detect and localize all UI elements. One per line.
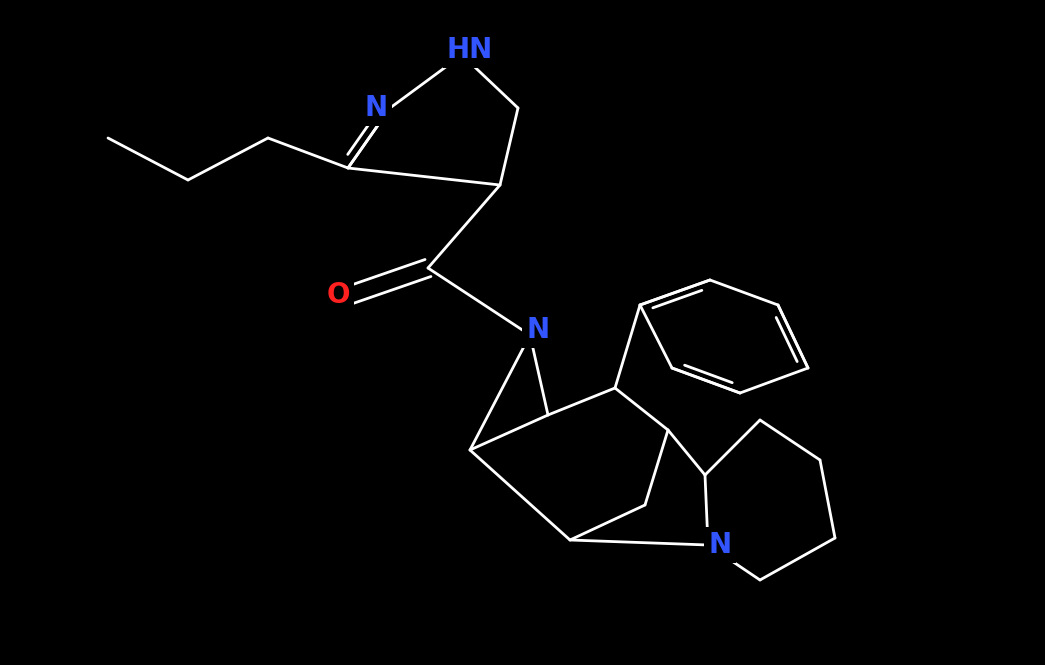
Text: N: N bbox=[527, 316, 550, 344]
Text: O: O bbox=[326, 281, 350, 309]
Text: HN: HN bbox=[447, 36, 493, 64]
Text: N: N bbox=[709, 531, 732, 559]
Text: N: N bbox=[365, 94, 388, 122]
